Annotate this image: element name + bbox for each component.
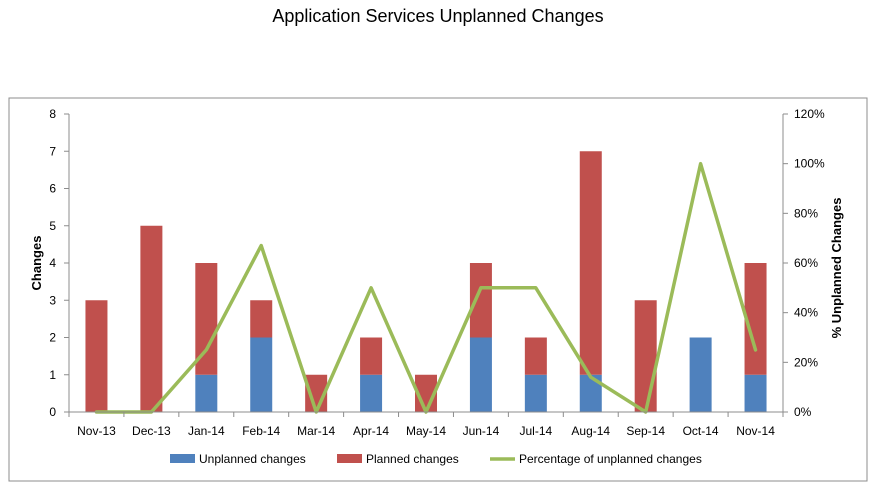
x-tick-label: Jul-14 <box>520 424 553 438</box>
bar-unplanned-Jul-14 <box>524 374 547 412</box>
bar-planned-Dec-13 <box>140 225 163 412</box>
x-tick-label: Nov-13 <box>77 424 116 438</box>
bar-unplanned-Aug-14 <box>579 374 602 412</box>
bar-planned-Nov-13 <box>85 300 108 412</box>
bar-unplanned-Nov-14 <box>744 374 767 412</box>
chart-marks <box>85 151 767 414</box>
x-tick-label: May-14 <box>406 424 446 438</box>
legend-swatch <box>337 454 362 463</box>
x-tick-label: Jun-14 <box>463 424 500 438</box>
y2-tick-label: 60% <box>794 256 818 270</box>
y2-tick-label: 40% <box>794 306 818 320</box>
x-tick-label: Nov-14 <box>736 424 775 438</box>
y-tick-label: 2 <box>49 331 56 345</box>
chart-legend: Unplanned changes Planned changes Percenta… <box>170 452 702 466</box>
bar-unplanned-Jun-14 <box>469 337 492 412</box>
y-tick-label: 3 <box>49 293 56 307</box>
bar-unplanned-Jan-14 <box>195 374 218 412</box>
x-tick-label: Dec-13 <box>132 424 171 438</box>
y-tick-label: 8 <box>49 107 56 121</box>
legend-label: Unplanned changes <box>199 452 306 466</box>
y-tick-label: 7 <box>49 144 56 158</box>
y-tick-label: 1 <box>49 368 56 382</box>
y-axis-title: Changes <box>29 236 44 291</box>
y-tick-label: 4 <box>49 256 56 270</box>
y2-tick-label: 0% <box>794 405 812 419</box>
x-tick-label: Apr-14 <box>353 424 389 438</box>
y2-tick-label: 80% <box>794 206 818 220</box>
x-tick-label: Feb-14 <box>242 424 280 438</box>
bar-planned-Sep-14 <box>634 300 657 412</box>
bar-unplanned-Oct-14 <box>689 337 712 412</box>
y-tick-label: 5 <box>49 219 56 233</box>
bar-planned-Nov-14 <box>744 263 767 375</box>
bar-planned-Aug-14 <box>579 151 602 375</box>
bar-planned-Jul-14 <box>524 337 547 375</box>
x-tick-label: Sep-14 <box>626 424 665 438</box>
y-tick-label: 0 <box>49 405 56 419</box>
bar-planned-Jun-14 <box>469 263 492 338</box>
y2-tick-label: 20% <box>794 355 818 369</box>
legend-label: Planned changes <box>366 452 459 466</box>
bar-planned-Apr-14 <box>360 337 383 375</box>
x-tick-label: Oct-14 <box>683 424 719 438</box>
x-tick-label: Jan-14 <box>188 424 225 438</box>
legend-label: Percentage of unplanned changes <box>519 452 702 466</box>
legend-swatch <box>170 454 195 463</box>
x-tick-label: Aug-14 <box>571 424 610 438</box>
y2-axis-title: % Unplanned Changes <box>829 198 844 339</box>
y2-tick-label: 120% <box>794 107 825 121</box>
bar-planned-Jan-14 <box>195 263 218 375</box>
bar-unplanned-Feb-14 <box>250 337 273 412</box>
y2-tick-label: 100% <box>794 157 825 171</box>
bar-unplanned-Apr-14 <box>360 374 383 412</box>
y-tick-label: 6 <box>49 182 56 196</box>
x-tick-label: Mar-14 <box>297 424 335 438</box>
bar-planned-Feb-14 <box>250 300 273 338</box>
chart-title: Application Services Unplanned Changes <box>272 6 604 26</box>
